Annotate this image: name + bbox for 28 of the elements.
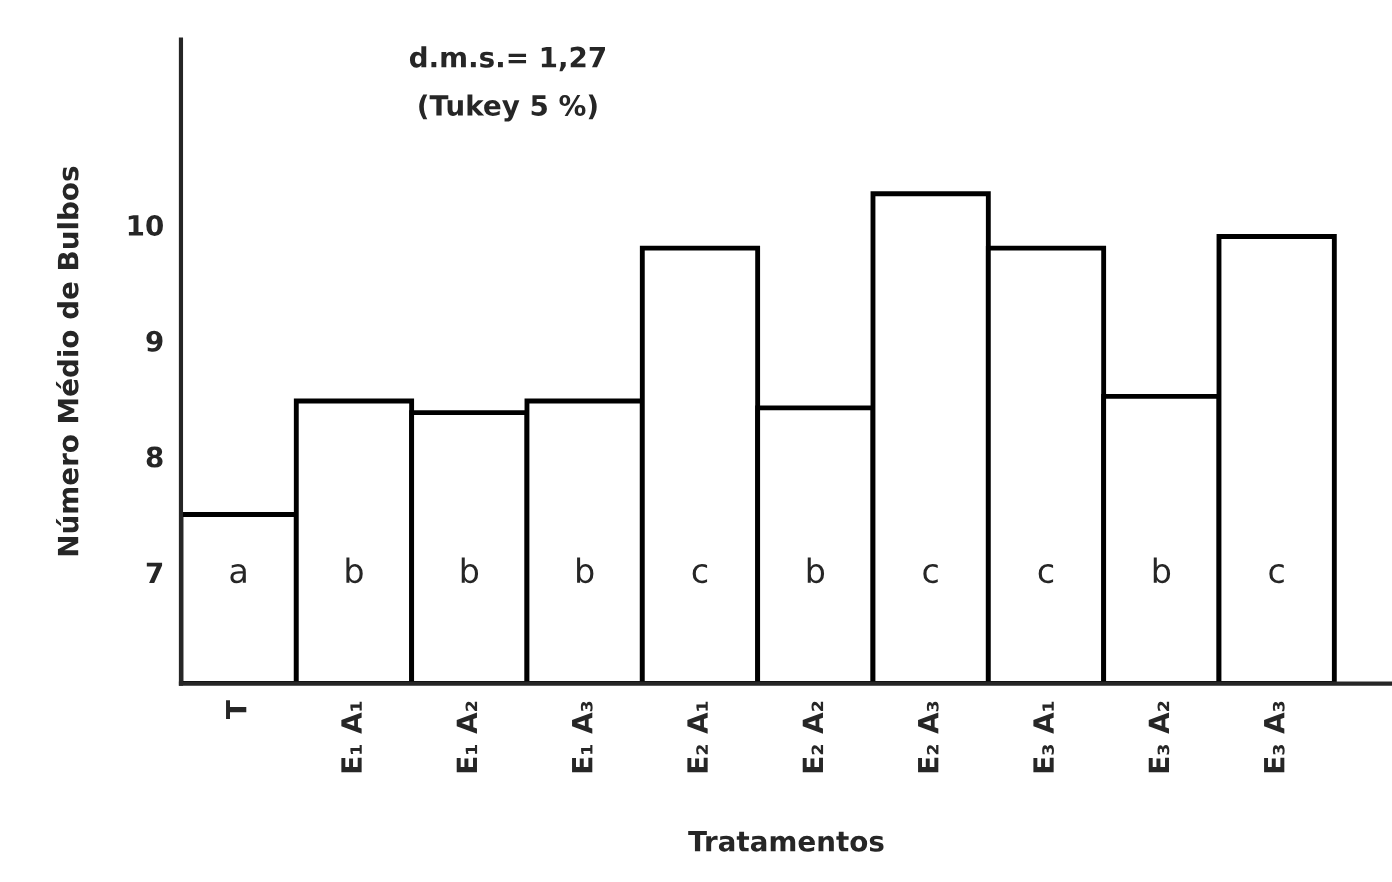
data-label: b [577, 557, 594, 584]
annotation: (Tukey 5 %) [419, 94, 597, 122]
y-tick-label: 7 [146, 562, 163, 583]
data-label: b [461, 557, 479, 584]
x-tick-label: E₃ A₁ [1033, 701, 1054, 773]
y-tick-label: 10 [128, 214, 163, 236]
x-tick-label: E₃ A₃ [1264, 701, 1285, 773]
x-tick-label: E₁ A₃ [572, 701, 593, 773]
x-tick-label: E₁ A₁ [341, 701, 362, 773]
x-tick-label: E₂ A₃ [918, 701, 939, 773]
y-tick-label: 9 [146, 330, 163, 352]
x-tick-label: T [226, 700, 247, 720]
x-tick-label: E₁ A₂ [456, 701, 478, 773]
x-tick-label: E₃ A₂ [1148, 701, 1170, 773]
x-tick-label: E₂ A₂ [802, 701, 824, 773]
x-axis-title: Tratamentos [688, 831, 884, 852]
data-label: c [1038, 564, 1054, 584]
y-axis-title: Número Médio de Bulbos [55, 166, 79, 556]
annotation: d.m.s.= 1,27 [409, 46, 605, 72]
data-label: c [692, 564, 708, 584]
data-label: b [1153, 557, 1171, 584]
data-label: b [807, 557, 825, 584]
data-label: c [1269, 564, 1284, 584]
data-label: c [923, 564, 938, 584]
data-label: a [230, 564, 246, 584]
data-label: b [346, 557, 363, 584]
x-tick-label: E₂ A₁ [687, 701, 708, 773]
y-tick-label: 8 [146, 446, 163, 468]
